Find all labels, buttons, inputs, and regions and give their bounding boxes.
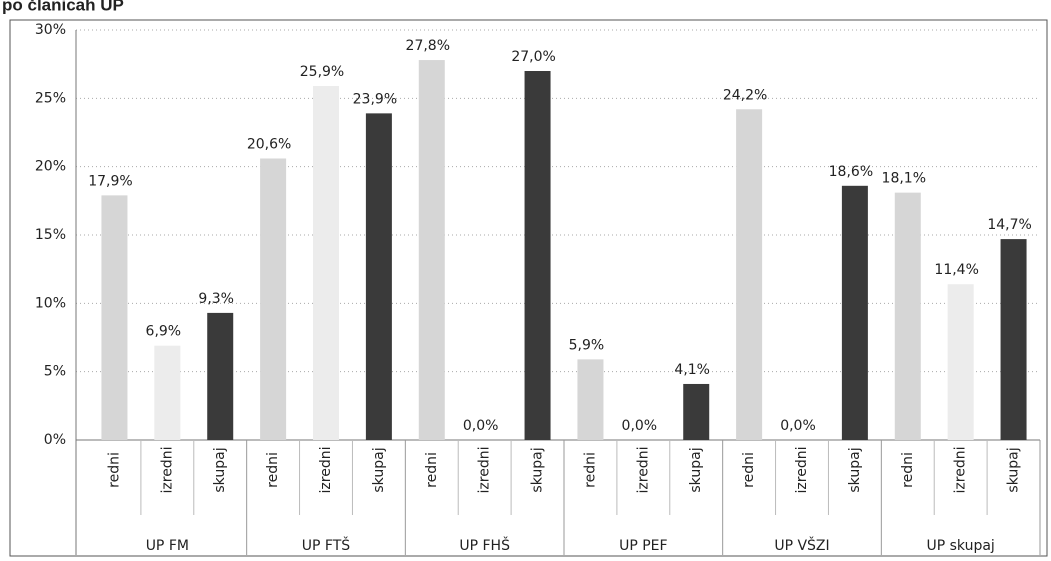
data-label: 4,1%	[674, 362, 710, 378]
data-label: 18,6%	[829, 164, 873, 180]
bar	[736, 109, 763, 441]
data-label: 20,6%	[247, 136, 291, 152]
data-label: 27,0%	[511, 49, 555, 65]
chart-title: po članicah UP	[2, 0, 124, 14]
x-tick-label: izredni	[318, 447, 334, 494]
data-label: 0,0%	[622, 418, 658, 434]
x-tick-label: redni	[741, 452, 757, 488]
x-tick-label: izredni	[794, 447, 810, 494]
bar	[841, 185, 868, 440]
x-group-label: UP FM	[146, 538, 189, 554]
x-tick-label: redni	[582, 452, 598, 488]
x-group-label: UP FHŠ	[459, 536, 510, 554]
x-group-label: UP VŠZI	[774, 536, 829, 554]
bar	[207, 312, 234, 440]
x-tick-label: skupaj	[212, 447, 228, 492]
y-tick-label: 25%	[35, 90, 66, 106]
data-label: 6,9%	[146, 324, 182, 340]
y-tick-label: 30%	[35, 22, 66, 38]
bar	[260, 158, 287, 440]
bar	[524, 71, 551, 440]
x-tick-label: izredni	[159, 447, 175, 494]
chart-border	[9, 19, 1048, 557]
x-tick-label: redni	[900, 452, 916, 488]
data-label: 18,1%	[882, 171, 926, 187]
bar	[365, 113, 392, 440]
bar	[101, 195, 128, 440]
bar	[947, 284, 974, 440]
y-tick-label: 10%	[35, 295, 66, 311]
bar	[154, 345, 181, 440]
data-label: 24,2%	[723, 87, 767, 103]
x-tick-label: skupaj	[847, 447, 863, 492]
x-tick-label: skupaj	[1006, 447, 1022, 492]
x-tick-label: skupaj	[688, 447, 704, 492]
x-tick-label: izredni	[635, 447, 651, 494]
data-label: 5,9%	[569, 337, 605, 353]
x-group-label: UP skupaj	[926, 538, 994, 554]
bar	[1000, 239, 1027, 440]
y-tick-label: 0%	[44, 432, 66, 448]
bar	[577, 359, 604, 440]
data-label: 27,8%	[406, 38, 450, 54]
x-tick-label: redni	[265, 452, 281, 488]
data-label: 0,0%	[780, 418, 816, 434]
data-label: 23,9%	[353, 91, 397, 107]
x-tick-label: izredni	[477, 447, 493, 494]
x-tick-label: izredni	[953, 447, 969, 494]
bar	[313, 86, 339, 441]
y-tick-label: 15%	[35, 227, 66, 243]
x-tick-label: skupaj	[530, 447, 546, 492]
data-label: 11,4%	[934, 262, 978, 278]
x-tick-label: skupaj	[371, 447, 387, 492]
x-group-label: UP FTŠ	[302, 536, 350, 554]
data-label: 14,7%	[987, 217, 1031, 233]
data-label: 17,9%	[88, 173, 132, 189]
data-label: 25,9%	[300, 64, 344, 80]
y-tick-label: 5%	[44, 364, 66, 380]
data-label: 0,0%	[463, 418, 499, 434]
bar	[683, 383, 710, 440]
bar	[418, 60, 445, 441]
x-tick-label: redni	[106, 452, 122, 488]
bar	[894, 192, 921, 440]
x-tick-label: redni	[424, 452, 440, 488]
x-group-label: UP PEF	[619, 538, 667, 554]
data-label: 9,3%	[198, 291, 234, 307]
y-tick-label: 20%	[35, 159, 66, 175]
